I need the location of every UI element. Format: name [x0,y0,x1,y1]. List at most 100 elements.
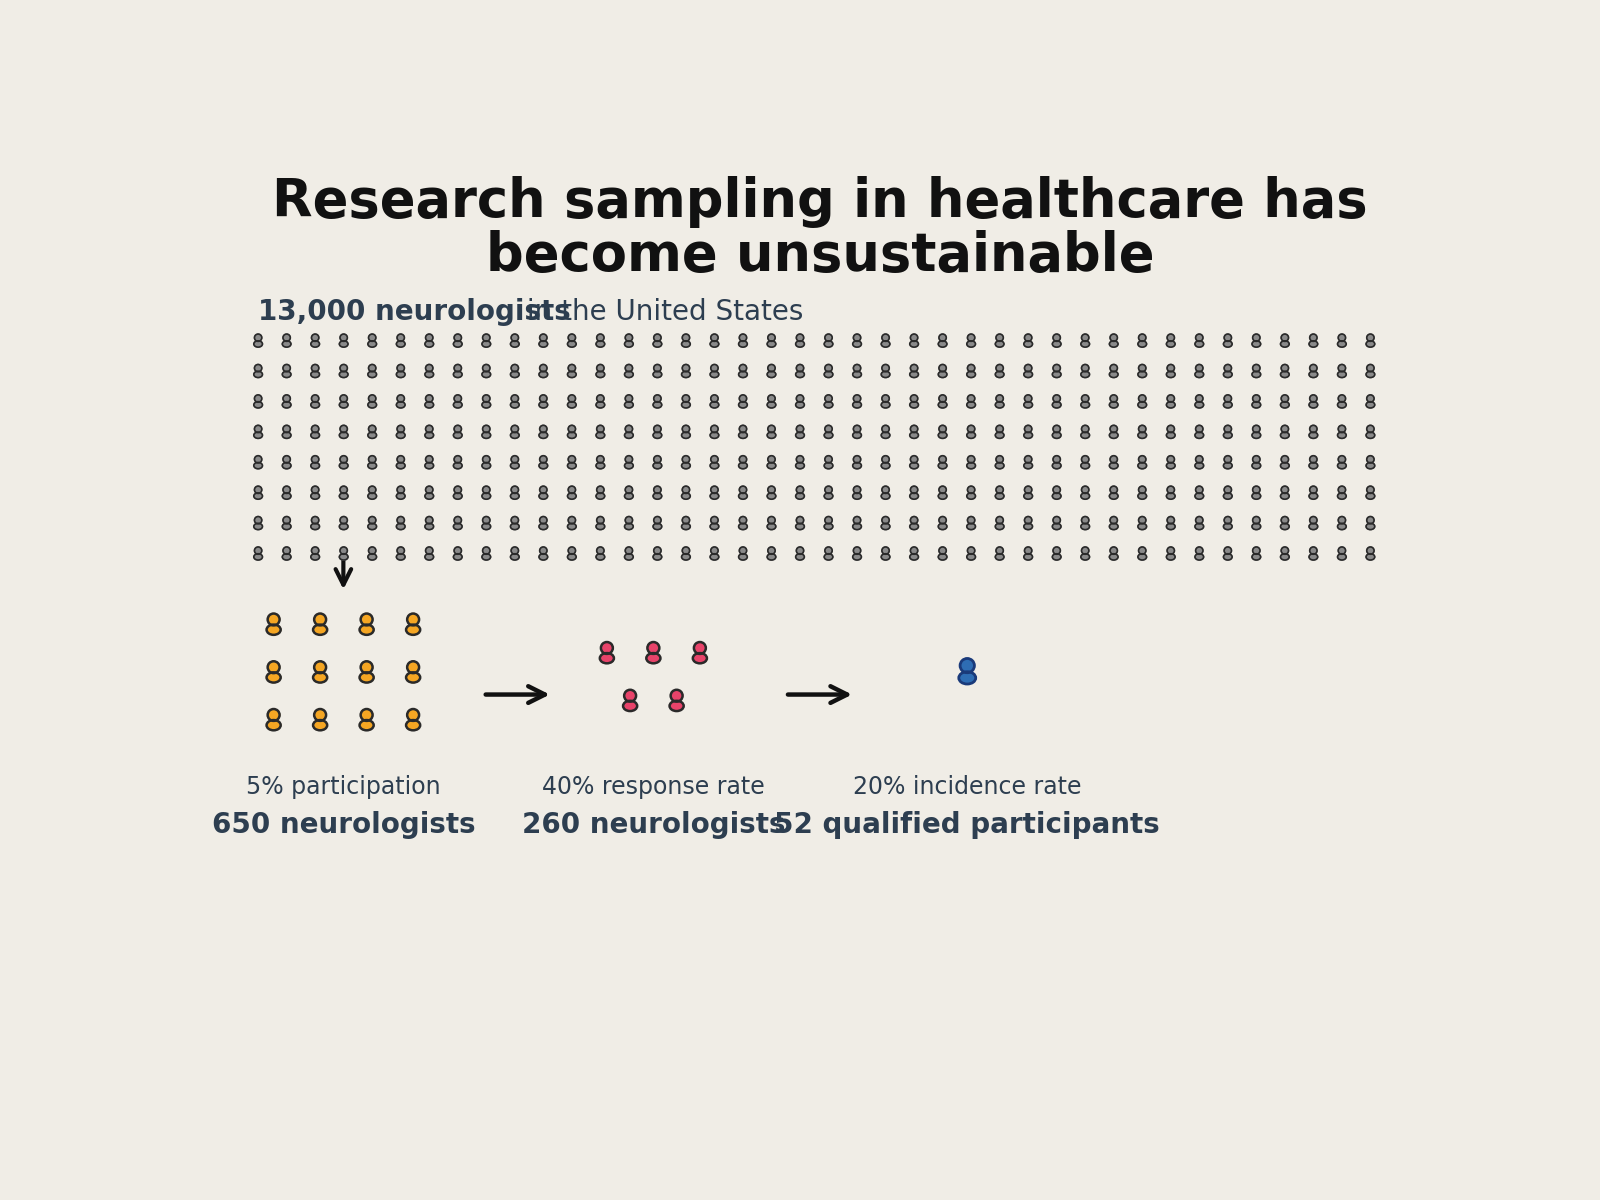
Circle shape [1338,365,1346,372]
Ellipse shape [1280,341,1290,347]
Circle shape [360,613,373,625]
Circle shape [882,486,890,493]
Circle shape [1253,486,1259,493]
Circle shape [710,334,718,341]
Ellipse shape [1338,462,1346,469]
Circle shape [1139,334,1146,341]
Ellipse shape [397,553,405,560]
Ellipse shape [853,371,861,378]
Ellipse shape [254,432,262,438]
Ellipse shape [406,720,421,731]
Circle shape [910,547,918,554]
Circle shape [510,516,518,524]
Ellipse shape [368,341,376,347]
Ellipse shape [482,523,491,529]
Circle shape [1053,516,1061,524]
Circle shape [910,395,918,402]
Ellipse shape [426,371,434,378]
Ellipse shape [397,462,405,469]
Ellipse shape [1138,553,1147,560]
Circle shape [597,486,605,493]
Circle shape [995,547,1003,554]
Ellipse shape [1138,493,1147,499]
Circle shape [1110,334,1117,341]
Ellipse shape [1166,553,1174,560]
Ellipse shape [597,493,605,499]
Ellipse shape [766,553,776,560]
Ellipse shape [1309,553,1318,560]
Circle shape [1139,456,1146,463]
Circle shape [406,661,419,673]
Ellipse shape [1138,462,1147,469]
Text: 260 neurologists: 260 neurologists [522,811,786,840]
Circle shape [853,365,861,372]
Circle shape [1366,486,1374,493]
Ellipse shape [1309,462,1318,469]
Ellipse shape [669,701,683,712]
Circle shape [939,486,946,493]
Ellipse shape [795,432,805,438]
Ellipse shape [482,432,491,438]
Circle shape [968,547,974,554]
Circle shape [312,334,318,341]
Circle shape [368,516,376,524]
Ellipse shape [1138,523,1147,529]
Ellipse shape [1280,462,1290,469]
Circle shape [426,365,434,372]
Ellipse shape [1366,462,1374,469]
Ellipse shape [453,341,462,347]
Ellipse shape [853,493,861,499]
Ellipse shape [310,553,320,560]
Ellipse shape [1309,371,1318,378]
Circle shape [1139,516,1146,524]
Circle shape [483,516,490,524]
Circle shape [539,516,547,524]
Ellipse shape [739,432,747,438]
Ellipse shape [426,553,434,560]
Ellipse shape [910,432,918,438]
Circle shape [968,486,974,493]
Circle shape [1139,486,1146,493]
Circle shape [597,547,605,554]
Ellipse shape [339,402,349,408]
Ellipse shape [653,432,662,438]
Ellipse shape [453,523,462,529]
Ellipse shape [426,341,434,347]
Circle shape [682,395,690,402]
Circle shape [1082,365,1090,372]
Circle shape [626,456,632,463]
Ellipse shape [310,402,320,408]
Circle shape [654,395,661,402]
Ellipse shape [360,624,374,635]
Circle shape [454,456,461,463]
Circle shape [368,334,376,341]
Ellipse shape [966,341,976,347]
Ellipse shape [624,462,634,469]
Ellipse shape [1195,553,1203,560]
Ellipse shape [624,341,634,347]
Circle shape [626,365,632,372]
Circle shape [267,661,280,673]
Ellipse shape [938,402,947,408]
Circle shape [826,486,832,493]
Ellipse shape [624,523,634,529]
Circle shape [853,516,861,524]
Circle shape [267,613,280,625]
Circle shape [454,425,461,432]
Ellipse shape [824,341,834,347]
Circle shape [1310,516,1317,524]
Ellipse shape [426,432,434,438]
Circle shape [1024,365,1032,372]
Ellipse shape [282,462,291,469]
Circle shape [968,334,974,341]
Circle shape [1024,456,1032,463]
Circle shape [1282,425,1288,432]
Ellipse shape [282,402,291,408]
Ellipse shape [1309,402,1318,408]
Ellipse shape [339,371,349,378]
Circle shape [368,456,376,463]
Ellipse shape [1251,341,1261,347]
Ellipse shape [682,523,690,529]
Ellipse shape [1280,553,1290,560]
Circle shape [826,365,832,372]
